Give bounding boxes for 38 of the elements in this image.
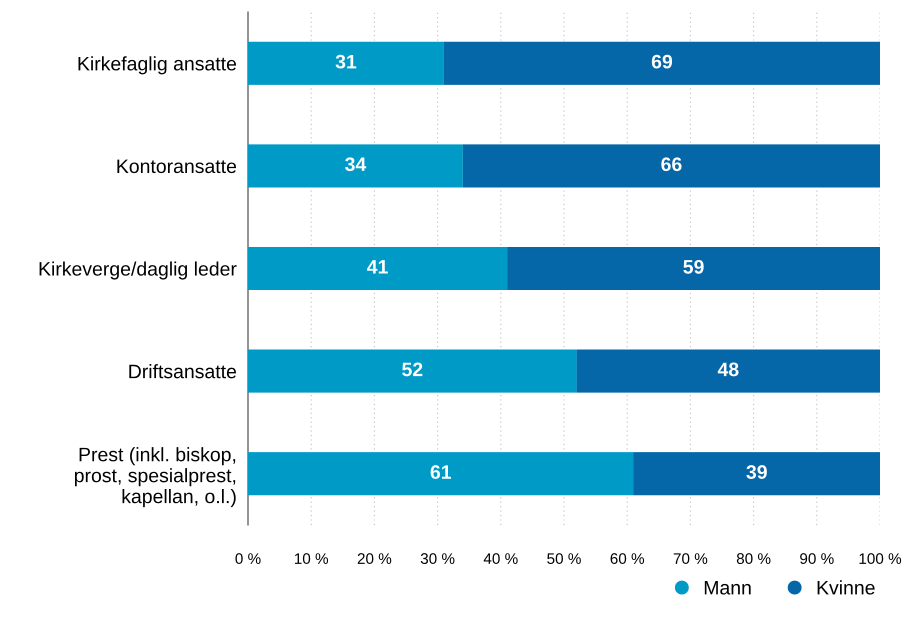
y-tick-label: Kontoransatte (117, 160, 236, 174)
y-tick-label: Kirkefaglig ansatte (78, 56, 236, 74)
bar (248, 144, 463, 188)
x-tick-label: 70 % (674, 553, 708, 564)
bar (248, 350, 577, 393)
x-tick-label: 80 % (736, 553, 770, 564)
data-label: 66 (661, 157, 682, 172)
x-tick-label: 60 % (610, 553, 644, 564)
bar (576, 350, 880, 393)
data-label: 48 (718, 362, 739, 376)
x-tick-label: 30 % (420, 553, 454, 564)
x-tick-label: 10 % (294, 553, 328, 564)
legend-label: Mann (704, 580, 751, 595)
bar (444, 42, 880, 85)
bar (507, 246, 880, 290)
data-label: 69 (652, 54, 672, 69)
x-tick-label: 90 % (800, 553, 834, 564)
data-label: 34 (345, 157, 366, 172)
data-label: 39 (746, 465, 767, 479)
bar (462, 144, 880, 188)
bar (634, 452, 880, 496)
bar (248, 246, 508, 290)
x-tick-label: 0 % (235, 553, 261, 564)
x-tick-label: 50 % (547, 553, 581, 564)
y-tick-label: Driftsansatte (129, 364, 236, 378)
bar (248, 452, 634, 496)
y-tick-label: Kirkeverge/daglig leder (40, 261, 237, 280)
x-tick-label: 20 % (358, 553, 392, 564)
data-label: 52 (402, 362, 422, 376)
x-tick-label: 40 % (484, 553, 518, 564)
x-tick-label: 100 % (860, 553, 902, 564)
data-label: 61 (430, 465, 452, 479)
bar (248, 42, 444, 85)
y-tick-label: Prest (inkl. biskop, prost, spesialprest, kapellan, o.l.) (74, 447, 236, 508)
data-label: 59 (683, 260, 704, 274)
data-label: 31 (336, 54, 356, 69)
legend-label: Kvinne (818, 580, 875, 595)
data-label: 41 (367, 260, 388, 274)
